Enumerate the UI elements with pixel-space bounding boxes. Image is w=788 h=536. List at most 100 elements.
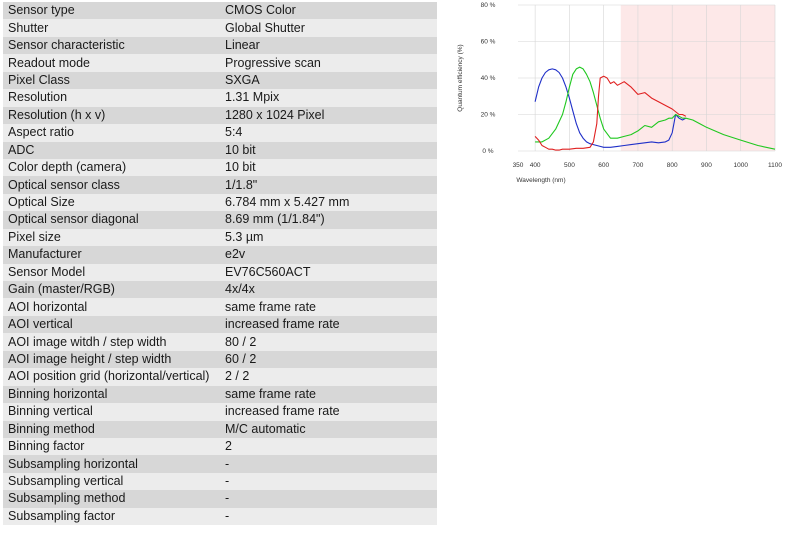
spec-row: AOI image height / step width 60 / 2 <box>3 350 437 369</box>
spec-row: Subsampling method - <box>3 490 437 508</box>
series-line-2 <box>534 75 687 151</box>
series-line-0 <box>534 68 687 148</box>
spec-label: Binning vertical <box>3 403 220 421</box>
spec-label: Optical Size <box>3 193 220 212</box>
spec-label: Aspect ratio <box>3 124 220 142</box>
spec-row: Aspect ratio 5:4 <box>3 124 437 142</box>
spec-row: Binning method M/C automatic <box>3 420 437 438</box>
spec-label: AOI position grid (horizontal/vertical) <box>3 368 220 386</box>
spec-row: Subsampling horizontal - <box>3 455 437 473</box>
spec-row: Shutter Global Shutter <box>3 19 437 37</box>
spec-value: - <box>220 455 437 473</box>
x-axis-label: Wavelength (nm) <box>516 177 565 184</box>
spec-label: Resolution <box>3 89 220 107</box>
spec-value: 8.69 mm (1/1.84") <box>220 211 437 229</box>
spec-label: AOI horizontal <box>3 298 220 316</box>
spec-value: 6.784 mm x 5.427 mm <box>220 193 437 212</box>
x-tick-label: 600 <box>598 162 609 169</box>
spec-label: Pixel size <box>3 228 220 247</box>
spec-label: Pixel Class <box>3 71 220 90</box>
spec-value: 60 / 2 <box>220 350 437 369</box>
spec-value: increased frame rate <box>220 315 437 334</box>
spec-value: same frame rate <box>220 298 437 316</box>
spec-row: Binning horizontal same frame rate <box>3 385 437 404</box>
spec-row: Subsampling vertical - <box>3 472 437 491</box>
spec-label: Binning factor <box>3 437 220 456</box>
spec-value: Linear <box>220 36 437 55</box>
spec-label: Manufacturer <box>3 246 220 264</box>
spec-row: Sensor characteristic Linear <box>3 36 437 55</box>
spec-label: Sensor Model <box>3 263 220 281</box>
spec-label: AOI vertical <box>3 315 220 334</box>
spec-value: 2 <box>220 437 437 456</box>
spec-row: Optical Size 6.784 mm x 5.427 mm <box>3 193 437 212</box>
spec-label: Color depth (camera) <box>3 158 220 177</box>
spec-value: 1280 x 1024 Pixel <box>220 106 437 125</box>
spec-row: Manufacturer e2v <box>3 246 437 264</box>
spec-label: Gain (master/RGB) <box>3 281 220 299</box>
spec-label: Resolution (h x v) <box>3 106 220 125</box>
spec-value: 10 bit <box>220 158 437 177</box>
spec-value: - <box>220 490 437 508</box>
spec-value: 1.31 Mpix <box>220 89 437 107</box>
spec-label: Binning method <box>3 420 220 438</box>
x-tick-label: 400 <box>530 162 541 169</box>
spec-row: Binning factor 2 <box>3 437 437 456</box>
spec-row: Subsampling factor - <box>3 507 437 526</box>
spec-label: Subsampling method <box>3 490 220 508</box>
spec-row: Sensor type CMOS Color <box>3 2 437 20</box>
spec-label: Optical sensor class <box>3 176 220 194</box>
y-tick-label: 80 % <box>481 2 496 9</box>
series-line-1 <box>535 66 776 150</box>
spec-value: 1/1.8" <box>220 176 437 194</box>
spec-value: SXGA <box>220 71 437 90</box>
spec-label: AOI image witdh / step width <box>3 333 220 351</box>
spec-value: EV76C560ACT <box>220 263 437 281</box>
y-tick-label: 0 % <box>482 148 493 155</box>
spec-value: 5:4 <box>220 124 437 142</box>
x-tick-label: 700 <box>633 162 644 169</box>
spec-row: Optical sensor class 1/1.8" <box>3 176 437 194</box>
spec-row: AOI horizontal same frame rate <box>3 298 437 316</box>
spec-value: e2v <box>220 246 437 264</box>
spec-value: 5.3 µm <box>220 228 437 247</box>
chart-tick-labels: 0 % 20 % 40 % 60 % 80 % 350 400 500 600 700 800 900… <box>481 2 783 169</box>
spec-label: Subsampling vertical <box>3 472 220 491</box>
spec-row: Readout mode Progressive scan <box>3 54 437 72</box>
spec-table-body: Sensor type CMOS Color Shutter Global Shutt… <box>3 2 437 526</box>
spec-label: AOI image height / step width <box>3 350 220 369</box>
y-tick-label: 60 % <box>481 39 496 46</box>
spec-label: Subsampling horizontal <box>3 455 220 473</box>
spec-row: Sensor Model EV76C560ACT <box>3 263 437 281</box>
spec-row: Optical sensor diagonal 8.69 mm (1/1.84") <box>3 211 437 229</box>
spec-value: CMOS Color <box>220 2 437 20</box>
spec-row: Binning vertical increased frame rate <box>3 403 437 421</box>
spec-value: - <box>220 507 437 526</box>
spec-value: M/C automatic <box>220 420 437 438</box>
spec-row: Color depth (camera) 10 bit <box>3 158 437 177</box>
spec-value: same frame rate <box>220 385 437 404</box>
spec-label: Subsampling factor <box>3 507 220 526</box>
x-tick-label: 1100 <box>768 162 782 169</box>
spec-row: Resolution 1.31 Mpix <box>3 89 437 107</box>
spec-value: Progressive scan <box>220 54 437 72</box>
spec-label: Sensor characteristic <box>3 36 220 55</box>
y-axis-label: Quantum efficiency (%) <box>457 44 464 111</box>
spec-value: 80 / 2 <box>220 333 437 351</box>
x-tick-label: 800 <box>667 162 678 169</box>
spec-value: - <box>220 472 437 491</box>
spec-row: Resolution (h x v) 1280 x 1024 Pixel <box>3 106 437 125</box>
spec-value: 2 / 2 <box>220 368 437 386</box>
spec-row: ADC 10 bit <box>3 141 437 159</box>
x-tick-label: 500 <box>564 162 575 169</box>
sensor-spec-table: Sensor type CMOS Color Shutter Global Shutt… <box>3 2 437 526</box>
spec-label: Readout mode <box>3 54 220 72</box>
x-tick-label: 1000 <box>733 162 748 169</box>
y-tick-label: 20 % <box>481 112 496 119</box>
x-tick-label: 350 <box>513 162 524 169</box>
quantum-efficiency-chart: 0 % 20 % 40 % 60 % 80 % 350 400 500 600 700 800 900… <box>457 2 783 184</box>
spec-row: AOI vertical increased frame rate <box>3 315 437 334</box>
spec-value: 10 bit <box>220 141 437 159</box>
spec-row: Pixel size 5.3 µm <box>3 228 437 247</box>
spec-label: Sensor type <box>3 2 220 20</box>
